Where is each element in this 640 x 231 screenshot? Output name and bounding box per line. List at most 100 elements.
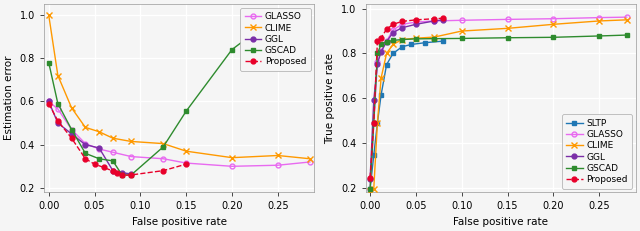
GSCAD [383,40,390,43]
X-axis label: False positive rate: False positive rate [132,217,227,227]
Line: Proposed: Proposed [367,16,446,180]
GLASSO [306,161,314,163]
GGL [127,173,135,175]
CLIME [182,150,190,152]
GGL [81,143,89,146]
Proposed [159,169,167,172]
CLIME [389,43,397,46]
Line: GSCAD: GSCAD [46,12,280,177]
Proposed [389,23,397,26]
Line: GGL: GGL [46,99,134,176]
GSCAD [377,43,385,46]
CLIME [109,137,116,140]
GSCAD [458,37,465,40]
CLIME [54,74,61,77]
Proposed [366,176,374,179]
SLTP [421,41,429,44]
Proposed [182,163,190,166]
GLASSO [623,16,630,18]
Y-axis label: True positive rate: True positive rate [326,53,335,144]
Proposed [100,166,108,169]
GGL [389,31,397,34]
Line: GGL: GGL [367,17,446,181]
Proposed [68,137,76,140]
GLASSO [458,19,465,22]
GGL [68,133,76,135]
GSCAD [81,152,89,155]
Line: GSCAD: GSCAD [367,33,629,191]
CLIME [595,20,603,22]
GSCAD [54,102,61,105]
GGL [370,99,378,102]
GGL [45,100,52,103]
GLASSO [595,16,603,19]
CLIME [412,37,420,40]
SLTP [389,52,397,55]
Legend: GLASSO, CLIME, GGL, GSCAD, Proposed: GLASSO, CLIME, GGL, GSCAD, Proposed [241,8,311,71]
CLIME [398,38,406,41]
GLASSO [54,108,61,110]
GLASSO [374,61,381,64]
GLASSO [550,17,557,20]
GLASSO [68,128,76,131]
CLIME [159,142,167,145]
GGL [95,146,103,149]
Line: Proposed: Proposed [46,101,189,178]
GSCAD [623,34,630,36]
GLASSO [228,165,236,168]
GGL [383,40,390,43]
Proposed [398,20,406,23]
GSCAD [182,110,190,112]
GSCAD [430,37,438,40]
GSCAD [127,173,135,176]
GGL [430,20,438,22]
GLASSO [159,157,167,160]
SLTP [370,154,378,157]
GLASSO [430,20,438,22]
SLTP [374,122,381,124]
GSCAD [550,36,557,39]
CLIME [623,18,630,21]
GLASSO [377,50,385,53]
Proposed [113,172,121,175]
GLASSO [370,122,378,124]
GSCAD [412,37,420,40]
GLASSO [398,23,406,26]
GLASSO [504,18,511,21]
CLIME [370,188,378,190]
GGL [377,50,385,53]
CLIME [68,106,76,109]
Proposed [377,36,385,39]
CLIME [274,154,282,157]
Proposed [81,157,89,160]
CLIME [383,52,390,55]
Proposed [118,174,126,177]
GGL [118,171,126,174]
GSCAD [274,14,282,16]
GSCAD [370,122,378,124]
SLTP [377,94,385,96]
SLTP [408,43,415,46]
SLTP [398,45,406,48]
GSCAD [374,52,381,55]
Line: CLIME: CLIME [367,17,630,194]
GLASSO [383,40,390,43]
CLIME [95,130,103,133]
Proposed [54,119,61,122]
Proposed [91,163,99,166]
GSCAD [595,35,603,37]
GLASSO [366,188,374,190]
Proposed [45,102,52,105]
GGL [440,18,447,21]
Line: GLASSO: GLASSO [367,15,629,191]
CLIME [550,23,557,26]
CLIME [306,157,314,160]
Proposed [109,170,116,173]
CLIME [504,27,511,30]
Line: CLIME: CLIME [46,12,313,161]
Proposed [440,17,447,20]
GSCAD [118,173,126,176]
CLIME [81,126,89,129]
Proposed [412,18,420,21]
GLASSO [389,29,397,31]
